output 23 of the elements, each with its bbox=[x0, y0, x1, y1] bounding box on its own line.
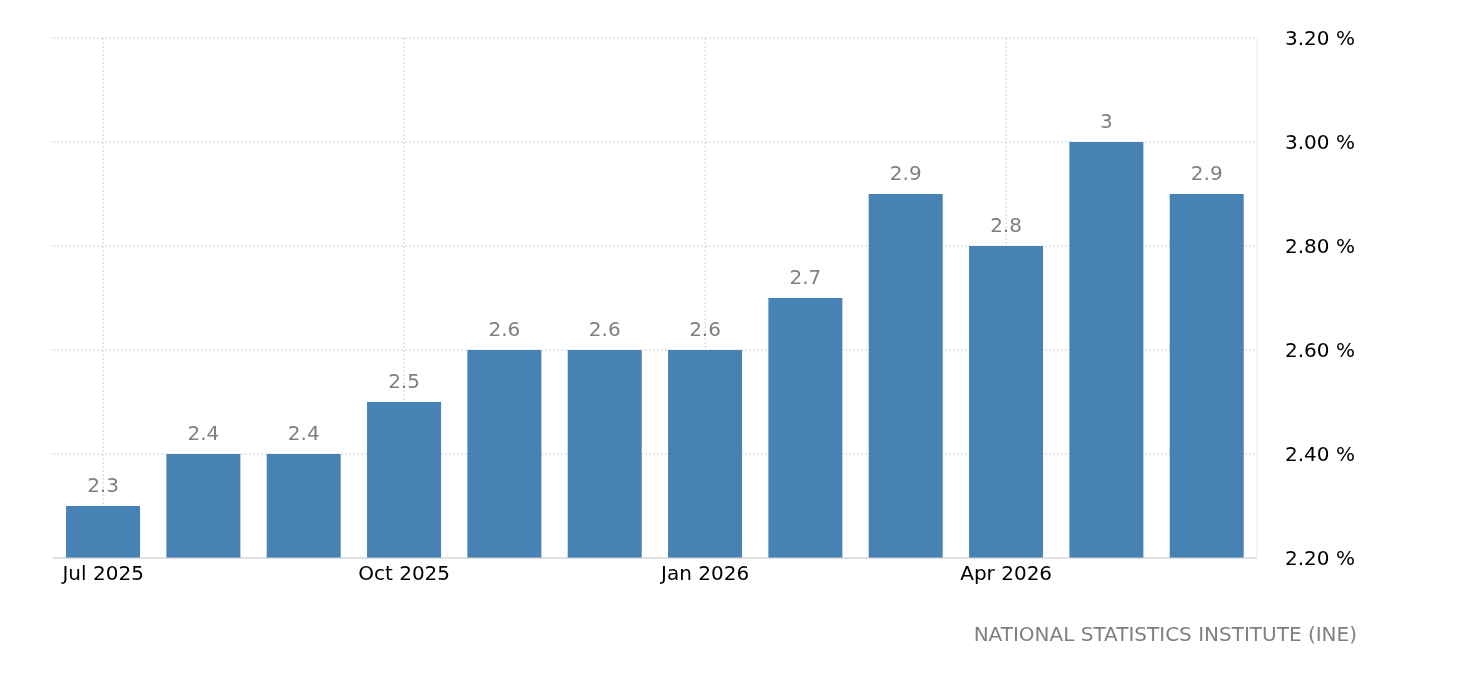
data-label: 2.4 bbox=[187, 421, 220, 445]
x-tick-label: Jan 2026 bbox=[659, 561, 750, 586]
data-label: 2.9 bbox=[889, 161, 922, 185]
x-tick-label: Oct 2025 bbox=[358, 561, 451, 586]
y-tick-label: 2.60 % bbox=[1285, 338, 1355, 363]
y-tick-label: 3.20 % bbox=[1285, 26, 1355, 51]
data-label: 3 bbox=[1100, 109, 1113, 133]
text: NATIONAL STATISTICS INSTITUTE (INE) bbox=[972, 622, 1357, 646]
data-label: 2.4 bbox=[287, 421, 320, 445]
data-label: 2.8 bbox=[990, 213, 1022, 237]
x-tick-label: Jul 2025 bbox=[60, 561, 144, 586]
y-tick-label: 3.00 % bbox=[1285, 130, 1355, 155]
y-tick-label: 2.80 % bbox=[1285, 234, 1355, 259]
y-tick-label: 2.20 % bbox=[1285, 546, 1355, 571]
data-label: 2.9 bbox=[1190, 161, 1223, 185]
data-label: 2.3 bbox=[87, 473, 119, 497]
data-label: 2.6 bbox=[588, 317, 621, 341]
data-label: 2.6 bbox=[689, 317, 721, 341]
x-tick-label: Apr 2026 bbox=[960, 561, 1053, 586]
y-tick-label: 2.40 % bbox=[1285, 442, 1355, 467]
data-label: 2.5 bbox=[388, 369, 420, 393]
data-label: 2.6 bbox=[488, 317, 521, 341]
data-label: 2.7 bbox=[789, 265, 822, 289]
